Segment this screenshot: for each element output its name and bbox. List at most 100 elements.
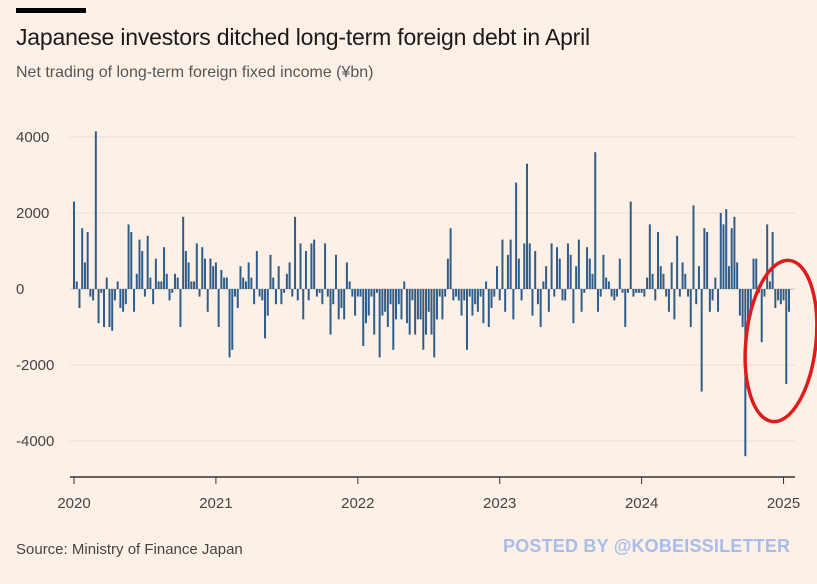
bar (460, 289, 463, 316)
bar (381, 289, 384, 316)
bar (190, 281, 193, 289)
bar (81, 228, 84, 289)
bar (206, 289, 209, 312)
bar (94, 131, 97, 289)
bar (629, 201, 632, 289)
bar (586, 247, 589, 289)
bar (755, 258, 758, 289)
bar (359, 289, 362, 297)
bar (315, 289, 318, 297)
bar (561, 289, 564, 301)
bar (506, 254, 509, 289)
bar (422, 289, 425, 350)
bar (283, 289, 286, 293)
bar (212, 266, 215, 289)
bar (163, 247, 166, 289)
bar (242, 277, 245, 289)
bar (400, 289, 403, 320)
bar (231, 289, 234, 350)
bar (449, 228, 452, 289)
bar (779, 289, 782, 305)
bar (111, 289, 114, 331)
bar (733, 216, 736, 289)
bar (332, 289, 335, 305)
bar (266, 289, 269, 316)
bar (747, 289, 750, 320)
bars (73, 131, 790, 457)
bar (771, 232, 774, 289)
bar (599, 289, 602, 297)
bar (632, 289, 635, 297)
y-tick-label: 4000 (16, 129, 49, 146)
bar (294, 216, 297, 289)
bar (408, 289, 411, 335)
bar (373, 289, 376, 335)
bar (203, 258, 206, 289)
bar (616, 289, 619, 297)
bar (337, 289, 340, 320)
bar (152, 289, 155, 305)
bar (324, 243, 327, 289)
bar (498, 289, 501, 301)
bar (727, 266, 730, 289)
bar (414, 289, 417, 335)
bar (433, 289, 436, 358)
bar (569, 254, 572, 289)
bar (225, 277, 228, 289)
bar (130, 232, 133, 289)
bar (171, 289, 174, 293)
bar (687, 289, 690, 297)
bar (457, 289, 460, 301)
bar (280, 289, 283, 305)
bar (209, 258, 212, 289)
bar (591, 273, 594, 289)
bar (127, 224, 130, 289)
bar (307, 289, 310, 301)
bar (493, 289, 496, 297)
bar (296, 289, 299, 301)
bar (386, 289, 389, 327)
y-axis-ticks: 4000 2000 0 -2000 -4000 (16, 129, 54, 450)
bar (193, 281, 196, 289)
bar (455, 289, 458, 297)
chart-subtitle: Net trading of long-term foreign fixed i… (16, 64, 374, 81)
y-tick-label: 2000 (16, 205, 49, 222)
bar (547, 289, 550, 312)
x-tick-label: 2024 (625, 495, 658, 512)
bar (397, 289, 400, 305)
bar (722, 224, 725, 289)
bar (258, 289, 261, 297)
bar (542, 281, 545, 289)
bar (187, 262, 190, 289)
bar (198, 289, 201, 297)
bar (135, 273, 138, 289)
bar (621, 289, 624, 293)
bar (334, 254, 337, 289)
bar (160, 281, 163, 289)
bar (365, 289, 367, 324)
bar (356, 289, 359, 297)
bar (348, 281, 351, 289)
watermark-text: POSTED BY @KOBEISSILETTER (503, 536, 791, 556)
bar (517, 258, 520, 289)
bar (689, 289, 692, 327)
bar (487, 289, 490, 327)
bar (575, 266, 578, 289)
bar (179, 289, 182, 327)
bar (223, 277, 226, 289)
bar (302, 289, 305, 320)
bar (351, 289, 354, 297)
bar (695, 289, 698, 305)
bar (201, 247, 204, 289)
bar (766, 224, 769, 289)
bar (580, 289, 583, 312)
chart-title: Japanese investors ditched long-term for… (16, 24, 590, 50)
bar (405, 289, 408, 324)
bar (558, 258, 561, 289)
bar (133, 289, 136, 312)
bar (637, 289, 640, 293)
bar (425, 289, 428, 335)
bar (272, 277, 275, 289)
bar (523, 243, 526, 289)
bar (741, 289, 744, 327)
